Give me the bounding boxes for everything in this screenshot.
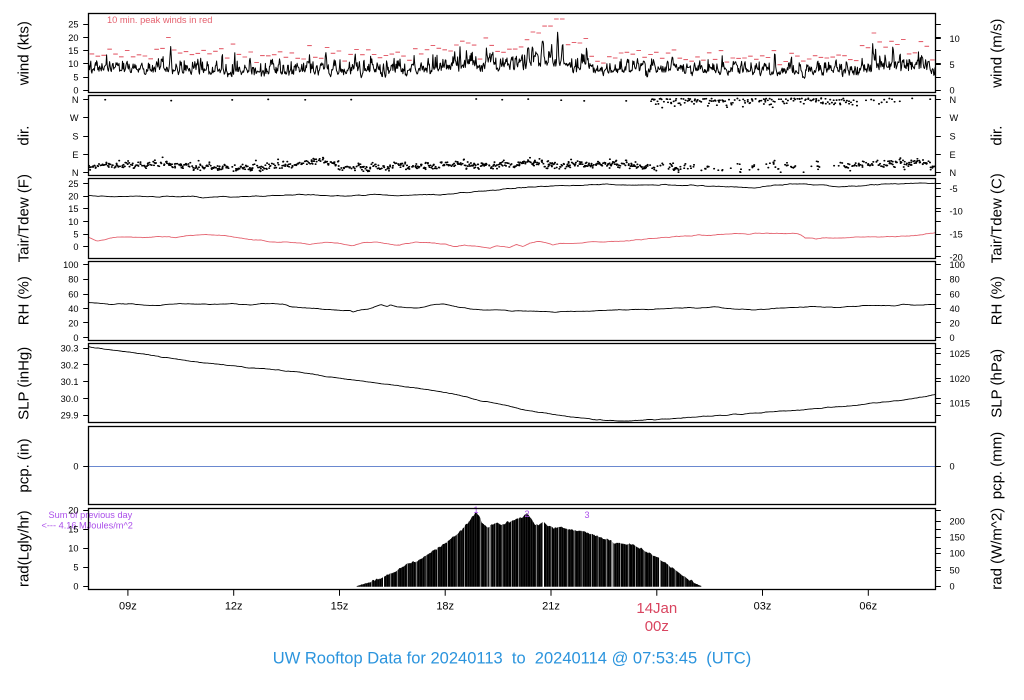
svg-text:50: 50 [950,565,960,575]
svg-text:20: 20 [68,33,78,43]
svg-text:60: 60 [68,289,78,299]
svg-text:N: N [950,168,957,178]
svg-text:Sum of previous day: Sum of previous day [49,510,133,520]
svg-text:1015: 1015 [950,399,970,409]
svg-text:5: 5 [73,562,78,572]
svg-text:S: S [72,132,78,142]
svg-text:2: 2 [524,509,529,519]
svg-text:21z: 21z [542,601,560,613]
svg-text:E: E [950,150,956,160]
svg-text:30.2: 30.2 [61,360,79,370]
svg-text:150: 150 [950,533,965,543]
svg-text:25: 25 [68,179,78,189]
svg-text:09z: 09z [119,601,137,613]
svg-text:03z: 03z [754,601,772,613]
svg-text:1020: 1020 [950,374,970,384]
svg-text:RH (%): RH (%) [15,276,32,325]
svg-text:10: 10 [68,217,78,227]
svg-text:15: 15 [68,525,78,535]
svg-text:rad (W/m^2): rad (W/m^2) [988,508,1005,590]
svg-text:dir.: dir. [988,126,1005,146]
svg-text:30.0: 30.0 [61,394,79,404]
svg-text:Tair/Tdew (C): Tair/Tdew (C) [988,173,1005,263]
svg-text:pcp. (mm): pcp. (mm) [988,432,1005,500]
svg-text:-15: -15 [950,230,963,240]
svg-text:E: E [72,150,78,160]
svg-text:-10: -10 [950,207,963,217]
svg-text:20: 20 [68,192,78,202]
svg-text:12z: 12z [225,601,243,613]
svg-text:14Jan: 14Jan [636,600,677,617]
svg-text:10: 10 [68,59,78,69]
svg-text:25: 25 [68,20,78,30]
svg-text:0: 0 [73,242,78,252]
svg-text:0: 0 [950,581,955,591]
svg-text:rad(Lgly/hr): rad(Lgly/hr) [15,510,32,587]
svg-text:RH (%): RH (%) [988,276,1005,325]
svg-text:5: 5 [73,72,78,82]
svg-text:SLP (inHg): SLP (inHg) [15,347,32,420]
svg-text:0: 0 [73,333,78,343]
svg-text:UW Rooftop Data for 20240113: UW Rooftop Data for 20240113 to 20240114… [273,650,751,668]
svg-text:40: 40 [68,304,78,314]
svg-text:0: 0 [73,462,78,472]
svg-text:pcp. (in): pcp. (in) [15,438,32,492]
svg-text:100: 100 [950,549,965,559]
svg-text:100: 100 [950,260,965,270]
svg-text:18z: 18z [436,601,454,613]
svg-text:N: N [72,168,79,178]
svg-text:100: 100 [63,260,78,270]
svg-text:10 min. peak winds in red: 10 min. peak winds in red [107,15,212,25]
svg-text:N: N [72,95,79,105]
svg-text:0: 0 [73,86,78,96]
svg-text:wind (m/s): wind (m/s) [988,19,1005,89]
svg-text:60: 60 [950,289,960,299]
svg-text:W: W [950,113,959,123]
svg-text:15z: 15z [331,601,349,613]
svg-text:15: 15 [68,204,78,214]
svg-text:30.1: 30.1 [61,377,79,387]
svg-text:<--- 4.16 MJoules/m^2: <--- 4.16 MJoules/m^2 [42,521,133,531]
svg-text:30.3: 30.3 [61,344,79,354]
svg-text:10: 10 [68,544,78,554]
svg-text:5: 5 [950,60,955,70]
svg-text:dir.: dir. [15,126,32,146]
svg-text:0: 0 [73,581,78,591]
svg-text:0: 0 [950,333,955,343]
svg-text:5: 5 [73,230,78,240]
svg-text:0: 0 [950,462,955,472]
svg-text:Tair/Tdew (F): Tair/Tdew (F) [15,174,32,262]
svg-text:06z: 06z [859,601,877,613]
svg-text:N: N [950,95,957,105]
svg-text:20: 20 [68,318,78,328]
svg-text:80: 80 [950,275,960,285]
svg-text:20: 20 [950,318,960,328]
svg-text:15: 15 [68,46,78,56]
svg-text:80: 80 [68,275,78,285]
svg-text:1: 1 [473,505,478,515]
svg-text:-20: -20 [950,252,963,262]
svg-text:40: 40 [950,304,960,314]
svg-text:W: W [70,113,79,123]
svg-text:29.9: 29.9 [61,411,79,421]
svg-text:00z: 00z [645,618,669,635]
svg-text:0: 0 [950,86,955,96]
svg-text:-5: -5 [950,184,958,194]
svg-text:3: 3 [584,510,589,520]
svg-text:10: 10 [950,34,960,44]
svg-text:20: 20 [68,506,78,516]
svg-text:1025: 1025 [950,349,970,359]
svg-text:wind (kts): wind (kts) [15,21,32,86]
svg-text:200: 200 [950,516,965,526]
svg-text:S: S [950,132,956,142]
svg-text:SLP (hPa): SLP (hPa) [988,349,1005,418]
